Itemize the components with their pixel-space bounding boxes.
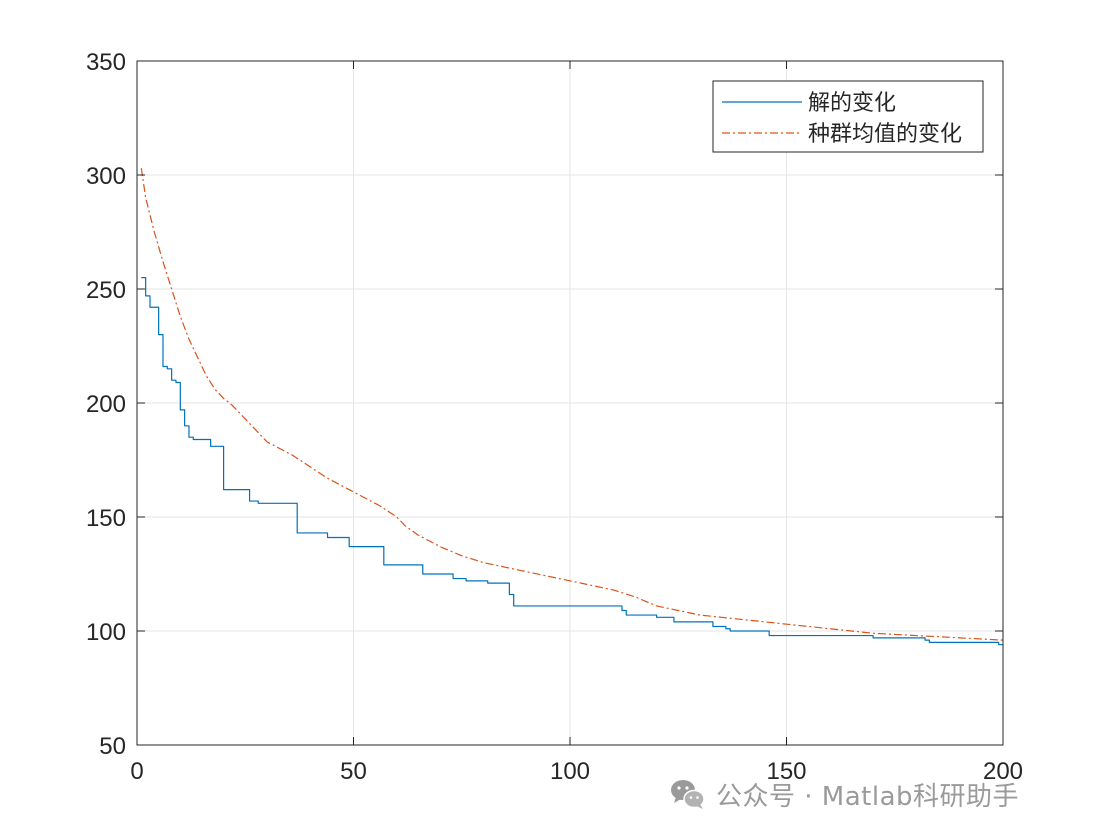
legend-label-series-2: 种群均值的变化 (808, 122, 962, 147)
y-tick-label: 100 (86, 619, 126, 646)
x-tick-label: 0 (130, 758, 143, 785)
x-tick-label: 200 (983, 758, 1023, 785)
watermark: 公众号 · Matlab科研助手 (668, 772, 1019, 816)
x-tick-label: 100 (550, 758, 590, 785)
watermark-text: 公众号 · Matlab科研助手 (716, 781, 1020, 812)
legend-label-series-1: 解的变化 (808, 91, 896, 116)
x-tick-labels: 0 50 100 150 200 (130, 758, 1023, 785)
tick-marks (136, 60, 1004, 746)
y-tick-labels: 50 100 150 200 250 300 350 (86, 49, 126, 760)
y-tick-label: 200 (86, 391, 126, 418)
y-tick-label: 50 (99, 733, 126, 760)
legend-box (712, 80, 984, 153)
y-tick-label: 300 (86, 163, 126, 190)
legend: 解的变化 种群均值的变化 (712, 80, 984, 153)
y-tick-label: 150 (86, 505, 126, 532)
x-tick-label: 150 (766, 758, 806, 785)
wechat-icon (671, 780, 705, 809)
series-line-2 (140, 168, 1004, 641)
series-line-1 (141, 277, 1003, 646)
y-tick-label: 350 (86, 49, 126, 76)
x-tick-label: 50 (340, 758, 367, 785)
y-tick-label: 250 (86, 277, 126, 304)
series-layer (140, 168, 1004, 646)
